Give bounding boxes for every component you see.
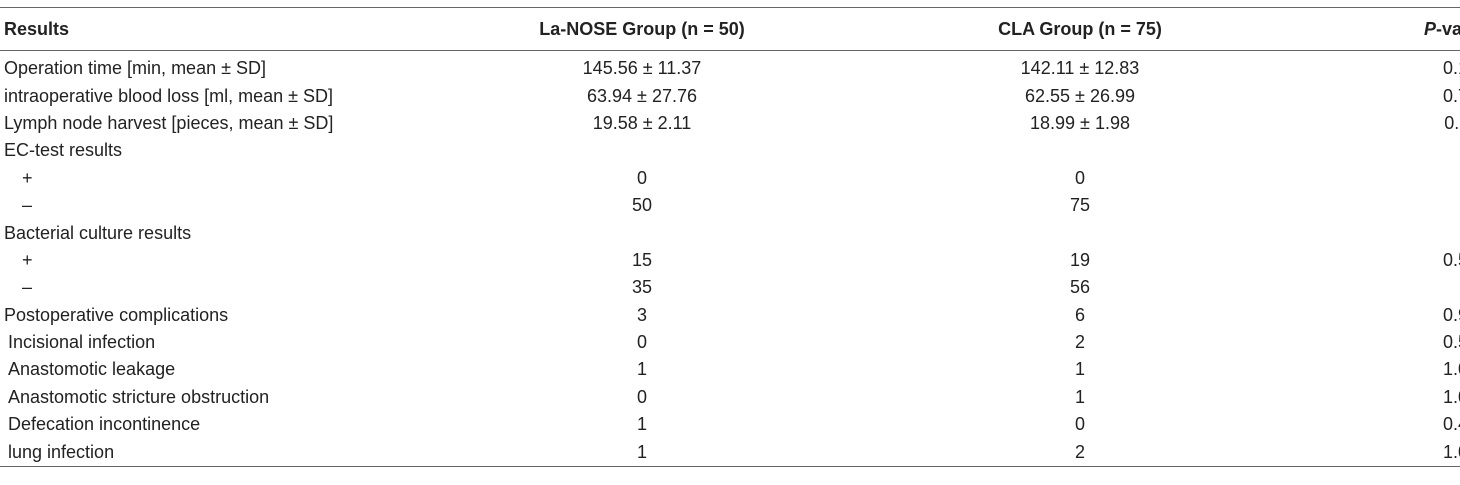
row-label: Postoperative complications [4,304,229,325]
table-row: – 35 56 [0,274,1460,301]
table-row: Bacterial culture results [0,219,1460,246]
cla-value: 2 [1074,332,1085,353]
header-p-value: P-value [1314,8,1460,51]
la-nose-value: 0 [636,167,647,188]
p-value [1314,219,1460,246]
p-value [1314,137,1460,164]
table-row: + 15 19 0.566 [0,247,1460,274]
la-nose-value [438,219,846,246]
p-value: 0.126 [1442,58,1460,79]
la-nose-value: 3 [636,304,647,325]
cla-value: 18.99 ± 1.98 [1030,112,1130,133]
la-nose-value: 0 [636,386,647,407]
table-row: Operation time [min, mean ± SD] 145.56 ±… [0,51,1460,83]
row-label: Lymph node harvest [pieces, mean ± SD] [4,112,334,133]
header-p-rest: -value [1435,18,1460,39]
results-table: Results La-NOSE Group (n = 50) CLA Group… [0,7,1460,467]
cla-value: 62.55 ± 26.99 [1025,85,1135,106]
row-label: Incisional infection [8,332,156,353]
la-nose-value [438,137,846,164]
table-row: Incisional infection 0 2 0.516 [0,329,1460,356]
row-label: + [22,167,33,188]
cla-value: 142.11 ± 12.83 [1020,58,1140,79]
row-label: Operation time [min, mean ± SD] [4,58,266,79]
table-row: EC-test results [0,137,1460,164]
table-row: Lymph node harvest [pieces, mean ± SD] 1… [0,110,1460,137]
table-row: + 0 0 – [0,165,1460,192]
cla-value [846,219,1314,246]
table-body: Operation time [min, mean ± SD] 145.56 ±… [0,51,1460,467]
row-label: Defecation incontinence [8,414,201,435]
p-value [1314,192,1460,219]
table-row: Anastomotic stricture obstruction 0 1 1.… [0,384,1460,411]
header-p-italic: P [1423,18,1436,39]
cla-value [846,137,1314,164]
la-nose-value: 145.56 ± 11.37 [582,58,702,79]
row-label: + [22,249,33,270]
row-label: – [22,277,33,298]
cla-value: 0 [1074,167,1085,188]
header-la-nose-group: La-NOSE Group (n = 50) [539,18,745,39]
row-label: Anastomotic stricture obstruction [8,386,270,407]
cla-value: 1 [1074,359,1085,380]
row-label: Anastomotic leakage [8,359,176,380]
cla-value: 56 [1069,277,1091,298]
p-value: 0.516 [1442,332,1460,353]
p-value: 1.000 [1442,359,1460,380]
p-value: 0.112 [1444,112,1460,133]
header-results: Results [4,18,70,39]
la-nose-value: 35 [631,277,653,298]
header-row: Results La-NOSE Group (n = 50) CLA Group… [0,7,1460,51]
table-row: – 50 75 [0,192,1460,219]
header-cla-group: CLA Group (n = 75) [998,18,1162,39]
table-row: Defecation incontinence 1 0 0.400 [0,411,1460,438]
cla-value: 75 [1069,195,1091,216]
p-value: 0.780 [1442,85,1460,106]
la-nose-value: 0 [636,332,647,353]
row-label: – [22,195,33,216]
row-label: EC-test results [4,140,123,161]
p-value: 1.000 [1442,386,1460,407]
table-row: Postoperative complications 3 6 0.944 [0,302,1460,329]
p-value: 0.944 [1442,304,1460,325]
cla-value: 2 [1074,441,1085,462]
cla-value: 19 [1069,249,1091,270]
row-label: intraoperative blood loss [ml, mean ± SD… [4,85,334,106]
la-nose-value: 1 [636,359,647,380]
cla-value: 0 [1074,414,1085,435]
la-nose-value: 50 [631,195,653,216]
row-label: lung infection [8,441,115,462]
table-row: lung infection 1 2 1.000 [0,438,1460,467]
cla-value: 6 [1074,304,1085,325]
table-row: intraoperative blood loss [ml, mean ± SD… [0,82,1460,109]
table-header: Results La-NOSE Group (n = 50) CLA Group… [0,7,1460,51]
la-nose-value: 63.94 ± 27.76 [587,85,697,106]
p-value [1314,274,1460,301]
p-value: 0.400 [1442,414,1460,435]
table-row: Anastomotic leakage 1 1 1.000 [0,356,1460,383]
p-value: 0.566 [1442,249,1460,270]
la-nose-value: 1 [636,441,647,462]
cla-value: 1 [1074,386,1085,407]
p-value: 1.000 [1442,441,1460,462]
row-label: Bacterial culture results [4,222,192,243]
la-nose-value: 15 [631,249,653,270]
la-nose-value: 19.58 ± 2.11 [592,112,692,133]
la-nose-value: 1 [636,414,647,435]
p-value: – [1314,165,1460,192]
